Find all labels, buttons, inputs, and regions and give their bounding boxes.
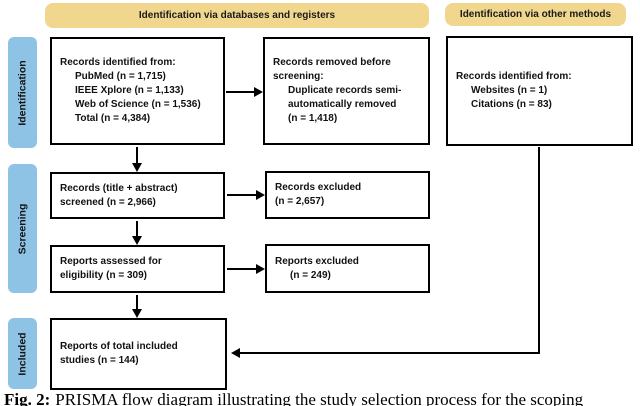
box-line: eligibility (n = 309) [60,270,147,281]
box-line: Records (title + abstract) [60,182,178,194]
box-line: Records removed before [273,57,391,68]
box-title: Records identified from: [456,71,572,82]
box-line: Total (n = 4,384) [75,113,151,124]
box-line: studies (n = 144) [60,355,139,366]
box-line: (n = 1,418) [288,113,338,124]
box-line: Reports excluded [275,255,359,267]
records-screened-box: Records (title + abstract) screened (n =… [50,172,225,219]
box-line: Web of Science (n = 1,536) [75,99,201,110]
reports-excluded-box: Reports excluded (n = 249) [265,244,430,293]
box-line: (n = 2,657) [275,196,325,207]
header-databases-registers: Identification via databases and registe… [45,3,429,28]
stage-screening: Screening [8,164,37,293]
box-line: Records excluded [275,182,362,193]
figure-caption-text: PRISMA flow diagram illustrating the stu… [55,390,584,406]
box-line: (n = 249) [290,269,331,281]
box-line: Reports of total included [60,341,178,352]
reports-assessed-box: Reports assessed for eligibility (n = 30… [50,245,225,293]
box-line: Reports assessed for [60,256,162,267]
header-other-methods: Identification via other methods [445,3,626,26]
records-removed-box: Records removed before screening: Duplic… [263,37,430,145]
box-line: IEEE Xplore (n = 1,133) [75,85,184,96]
box-line: automatically removed [288,99,397,110]
box-title: Records identified from: [60,57,176,68]
box-line: Citations (n = 83) [471,99,552,110]
records-identified-databases-box: Records identified from: PubMed (n = 1,7… [50,37,225,145]
box-line: Websites (n = 1) [471,85,548,96]
header-databases-label: Identification via databases and registe… [138,10,336,21]
stage-screening-label: Screening [16,203,29,254]
header-other-methods-label: Identification via other methods [459,9,612,20]
records-excluded-box: Records excluded (n = 2,657) [265,171,430,219]
stage-included-label: Included [16,331,29,376]
records-identified-other-box: Records identified from: Websites (n = 1… [446,36,633,146]
figure-caption-label: Fig. 2: [4,390,51,406]
reports-included-box: Reports of total included studies (n = 1… [50,318,227,390]
stage-identification-label: Identification [16,59,29,126]
stage-included: Included [8,318,37,389]
stage-identification: Identification [8,37,37,148]
figure-caption: Fig. 2: PRISMA flow diagram illustrating … [4,390,640,406]
box-line: Duplicate records semi- [288,85,402,96]
box-line: screening: [273,71,324,82]
box-line: screened (n = 2,966) [60,196,156,208]
box-line: PubMed (n = 1,715) [75,71,166,82]
